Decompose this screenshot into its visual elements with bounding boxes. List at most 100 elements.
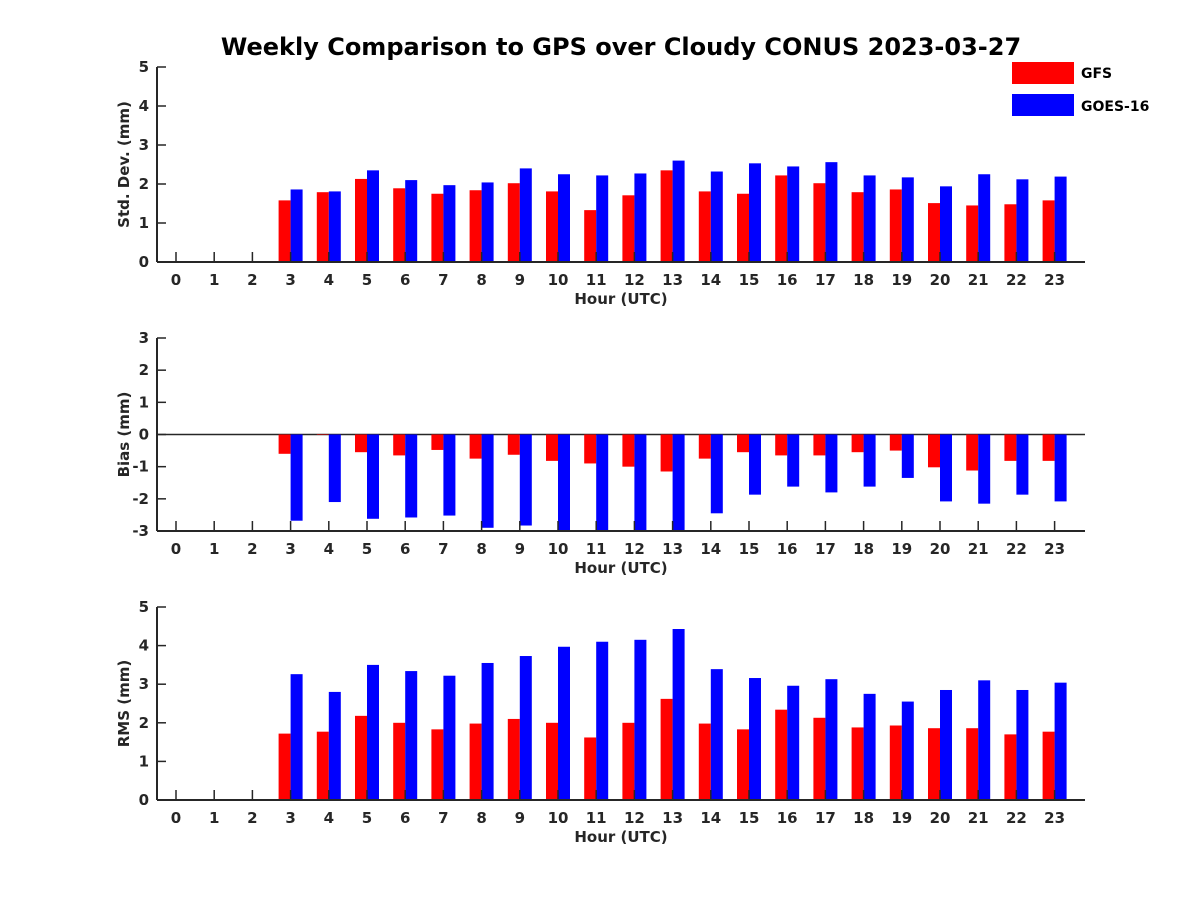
bias-bar-gfs-7 — [431, 434, 444, 450]
bias-x-tick-label: 17 — [815, 540, 836, 558]
rms-bar-goes16-15 — [749, 678, 761, 800]
bias-x-tick-label: 20 — [930, 540, 951, 558]
bias-bar-goes16-9 — [519, 434, 532, 526]
rms-x-tick-label: 16 — [777, 809, 798, 827]
bias-bar-gfs-14 — [698, 434, 711, 459]
std-dev-bar-goes16-21 — [978, 174, 991, 262]
std-dev-x-axis-label: Hour (UTC) — [574, 290, 667, 308]
rms-bar-goes16-19 — [901, 701, 914, 800]
std-dev-bar-goes16-20 — [940, 186, 952, 262]
rms-x-tick-label: 12 — [624, 809, 645, 827]
bias-bar-goes16-17 — [825, 434, 838, 493]
std-dev-x-tick-label: 13 — [662, 271, 683, 289]
rms-bar-gfs-20 — [928, 728, 940, 800]
rms-x-tick-label: 9 — [515, 809, 525, 827]
rms-y-tick-label: 2 — [139, 714, 149, 732]
rms-bar-goes16-12 — [634, 639, 647, 800]
bias-bar-gfs-5 — [355, 434, 367, 453]
bias-x-tick-label: 9 — [515, 540, 525, 558]
std-dev-y-tick-label: 1 — [139, 214, 149, 232]
rms-bar-goes16-6 — [405, 671, 418, 800]
rms-bar-goes16-22 — [1016, 689, 1029, 800]
bias-bar-goes16-11 — [596, 434, 609, 531]
legend-label-goes16: GOES-16 — [1081, 99, 1149, 115]
bias-y-tick-label: -1 — [132, 458, 149, 476]
rms-bar-goes16-18 — [863, 693, 876, 800]
std-dev-bar-gfs-22 — [1004, 204, 1017, 262]
std-dev-bar-goes16-5 — [367, 170, 379, 262]
bias-x-tick-label: 4 — [324, 540, 334, 558]
bias-x-tick-label: 10 — [548, 540, 569, 558]
bias-bar-goes16-14 — [710, 434, 723, 514]
std-dev-bar-goes16-22 — [1016, 179, 1029, 262]
bias-x-tick-label: 22 — [1006, 540, 1027, 558]
rms-bar-gfs-13 — [660, 698, 673, 800]
bias-bar-goes16-16 — [787, 434, 800, 487]
rms-bar-gfs-12 — [622, 722, 635, 800]
std-dev-x-tick-label: 10 — [548, 271, 569, 289]
bias-y-tick-label: 2 — [139, 361, 149, 379]
std-dev-bar-gfs-8 — [469, 190, 482, 262]
std-dev-bar-goes16-18 — [863, 175, 876, 262]
std-dev-bar-gfs-23 — [1042, 200, 1055, 262]
bias-x-tick-label: 14 — [700, 540, 721, 558]
rms-x-tick-label: 6 — [400, 809, 410, 827]
std-dev-x-tick-label: 6 — [400, 271, 410, 289]
std-dev-y-tick-label: 0 — [139, 253, 149, 271]
rms-bar-goes16-8 — [481, 662, 494, 800]
rms-bar-goes16-3 — [290, 674, 303, 800]
std-dev-bar-gfs-13 — [660, 170, 673, 262]
rms-bar-gfs-23 — [1042, 731, 1055, 800]
bias-y-tick-label: 3 — [139, 329, 149, 347]
std-dev-x-tick-label: 1 — [209, 271, 219, 289]
legend-label-gfs: GFS — [1081, 66, 1112, 82]
rms-x-tick-label: 5 — [362, 809, 372, 827]
rms-x-tick-label: 17 — [815, 809, 836, 827]
rms-x-tick-label: 23 — [1044, 809, 1065, 827]
std-dev-bar-goes16-11 — [596, 175, 609, 262]
bias-y-axis-label: Bias (mm) — [115, 392, 133, 478]
rms-bar-goes16-10 — [558, 646, 570, 800]
bias-bar-goes16-8 — [481, 434, 494, 528]
bias-bar-gfs-15 — [737, 434, 749, 453]
std-dev-bar-gfs-17 — [813, 183, 826, 262]
rms-bar-goes16-7 — [443, 675, 456, 800]
std-dev-x-tick-label: 7 — [438, 271, 448, 289]
rms-bar-goes16-20 — [940, 689, 952, 800]
rms-bar-gfs-21 — [966, 728, 979, 800]
std-dev-bar-goes16-9 — [519, 168, 532, 262]
rms-y-tick-label: 3 — [139, 675, 149, 693]
std-dev-bar-gfs-12 — [622, 195, 635, 262]
rms-y-tick-label: 0 — [139, 791, 149, 809]
rms-x-tick-label: 18 — [853, 809, 874, 827]
bias-bar-goes16-19 — [901, 434, 914, 478]
bias-bar-gfs-19 — [889, 434, 902, 451]
rms-bar-gfs-6 — [393, 722, 406, 800]
rms-bar-gfs-22 — [1004, 734, 1017, 800]
std-dev-bar-gfs-15 — [737, 193, 749, 262]
bias-bar-gfs-13 — [660, 434, 673, 472]
std-dev-bar-goes16-6 — [405, 180, 418, 262]
bias-bar-gfs-12 — [622, 434, 635, 467]
rms-x-axis-label: Hour (UTC) — [574, 828, 667, 846]
bias-y-tick-label: 1 — [139, 393, 149, 411]
bias-bar-gfs-23 — [1042, 434, 1055, 461]
rms-bar-gfs-18 — [851, 727, 864, 800]
std-dev-bar-goes16-15 — [749, 163, 761, 262]
std-dev-y-axis-label: Std. Dev. (mm) — [115, 101, 133, 228]
rms-x-tick-label: 22 — [1006, 809, 1027, 827]
std-dev-x-tick-label: 11 — [586, 271, 607, 289]
std-dev-bar-goes16-12 — [634, 173, 647, 262]
std-dev-bar-goes16-8 — [481, 182, 494, 262]
bias-bar-gfs-16 — [775, 434, 788, 456]
bias-bar-goes16-23 — [1054, 434, 1067, 502]
rms-x-tick-label: 3 — [285, 809, 295, 827]
rms-bar-gfs-7 — [431, 729, 444, 800]
legend-swatch-gfs — [1012, 62, 1074, 84]
bias-bar-goes16-10 — [558, 434, 570, 531]
bias-x-tick-label: 23 — [1044, 540, 1065, 558]
rms-bar-gfs-5 — [355, 715, 367, 800]
bias-y-tick-label: -3 — [132, 522, 149, 540]
std-dev-bar-goes16-23 — [1054, 176, 1067, 262]
